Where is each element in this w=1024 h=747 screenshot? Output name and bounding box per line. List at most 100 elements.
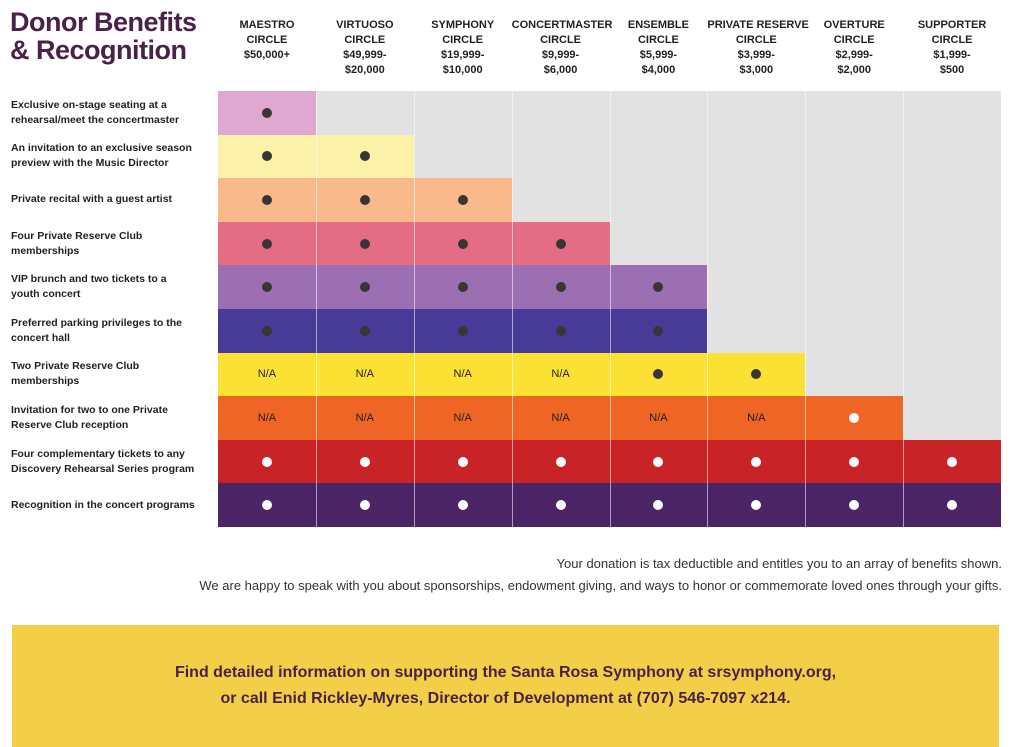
- title-line-2: & Recognition: [10, 35, 187, 65]
- tier-header: PRIVATE RESERVE CIRCLE $3,999- $3,000: [707, 18, 808, 86]
- benefit-cell: N/A: [707, 396, 806, 440]
- benefit-cell: [218, 178, 316, 222]
- benefit-cell: [413, 439, 512, 484]
- tier-name2: CIRCLE: [540, 34, 582, 46]
- tier-range1: $3,999-: [737, 49, 775, 61]
- bullet-dot-icon: [555, 456, 566, 467]
- bullet-dot-icon: [359, 194, 370, 205]
- tier-name2: CIRCLE: [735, 34, 777, 46]
- benefit-cell: N/A: [218, 396, 316, 440]
- benefit-cell: [413, 483, 512, 527]
- tier-range1: $9,999-: [541, 49, 580, 61]
- not-applicable-text: N/A: [453, 411, 472, 424]
- bullet-dot-icon: [849, 500, 860, 511]
- benefit-cell: [315, 309, 414, 353]
- benefit-label-line1: Recognition in the concert programs: [11, 498, 195, 511]
- tier-range1: $19,999-: [440, 49, 485, 61]
- not-applicable-text: N/A: [257, 368, 277, 381]
- not-applicable-text: N/A: [453, 368, 472, 381]
- bullet-dot-icon: [261, 456, 272, 467]
- benefit-cell: [511, 439, 610, 484]
- tier-name2: CIRCLE: [442, 34, 484, 46]
- benefit-cell: N/A: [609, 396, 708, 440]
- benefit-cell: [315, 265, 414, 309]
- bullet-dot-icon: [261, 238, 272, 249]
- benefit-cell: N/A: [218, 352, 316, 397]
- benefit-cell: [315, 483, 414, 527]
- benefit-cell: [903, 439, 1001, 484]
- tier-header: CONCERTMASTER CIRCLE $9,999- $6,000: [512, 18, 613, 86]
- benefit-cell: [413, 265, 512, 309]
- bullet-dot-icon: [359, 500, 370, 511]
- tier-range2: $20,000: [344, 64, 385, 76]
- tier-header: MAESTRO CIRCLE $50,000+: [218, 18, 316, 86]
- benefit-labels: Exclusive on-stage seating at a rehearsal…: [11, 91, 211, 527]
- benefit-label-line1: Four complementary tickets to any: [11, 447, 185, 460]
- benefit-label-line1: VIP brunch and two tickets to a: [11, 273, 167, 286]
- bullet-dot-icon: [653, 325, 664, 336]
- bullet-dot-icon: [653, 500, 664, 511]
- tier-name2: CIRCLE: [833, 34, 875, 46]
- benefit-cell: [609, 483, 708, 527]
- benefit-label: VIP brunch and two tickets to a youth con…: [11, 265, 211, 309]
- benefit-label-line1: Two Private Reserve Club: [11, 360, 140, 373]
- benefit-label-line2: memberships: [11, 375, 80, 388]
- column-divider: [511, 91, 513, 527]
- tier-name2: CIRCLE: [931, 34, 973, 46]
- not-applicable-text: N/A: [551, 368, 570, 381]
- benefit-label: An invitation to an exclusive season prev…: [11, 135, 211, 179]
- benefit-cell: [707, 439, 806, 484]
- tier-header: OVERTURE CIRCLE $2,999- $2,000: [805, 18, 903, 86]
- tier-name1: MAESTRO: [239, 19, 295, 31]
- tier-range2: $4,000: [641, 64, 676, 76]
- contact-banner: Find detailed information on supporting …: [12, 625, 999, 747]
- benefit-cell: [511, 483, 610, 527]
- bullet-dot-icon: [751, 369, 762, 380]
- bullet-dot-icon: [555, 500, 566, 511]
- bullet-dot-icon: [653, 282, 664, 293]
- benefit-label-line2: preview with the Music Director: [11, 157, 169, 170]
- benefit-label-line2: youth concert: [11, 288, 81, 301]
- benefit-cell: N/A: [511, 352, 610, 397]
- not-applicable-text: N/A: [551, 411, 570, 424]
- benefit-label-line1: Private recital with a guest artist: [11, 193, 173, 206]
- not-applicable-text: N/A: [355, 411, 374, 424]
- bullet-dot-icon: [359, 456, 370, 467]
- page-title: Donor Benefits & Recognition: [10, 8, 197, 64]
- tier-range1: $5,999-: [639, 49, 678, 61]
- tier-range2: $2,000: [837, 64, 872, 76]
- benefit-label-line1: Invitation for two to one Private: [11, 403, 168, 416]
- benefit-label-line2: Discovery Rehearsal Series program: [11, 462, 195, 475]
- benefit-cell: [707, 483, 806, 527]
- bullet-dot-icon: [555, 282, 566, 293]
- column-divider: [413, 91, 415, 527]
- benefit-cell: [413, 178, 512, 222]
- tier-range2: $3,000: [739, 64, 774, 76]
- column-divider: [903, 91, 905, 527]
- banner-line-1: Find detailed information on supporting …: [174, 664, 837, 681]
- benefit-cell: [609, 352, 708, 397]
- benefit-cell: [511, 265, 610, 309]
- benefit-cell: [413, 309, 512, 353]
- tier-name1: OVERTURE: [823, 19, 885, 31]
- benefit-cell: N/A: [315, 352, 414, 397]
- bullet-dot-icon: [359, 151, 370, 162]
- benefit-cell: N/A: [413, 396, 512, 440]
- benefit-cell: [805, 483, 904, 527]
- tier-header: ENSEMBLE CIRCLE $5,999- $4,000: [610, 18, 708, 86]
- benefit-cell: [315, 134, 414, 179]
- benefit-cell: [903, 483, 1001, 527]
- benefit-cell: [707, 352, 806, 397]
- benefit-cell: [511, 309, 610, 353]
- benefit-cell: [609, 265, 708, 309]
- tier-range1: $2,999-: [835, 49, 873, 61]
- tier-name1: ENSEMBLE: [627, 19, 689, 31]
- title-line-1: Donor Benefits: [10, 7, 197, 37]
- bullet-dot-icon: [359, 282, 370, 293]
- bullet-dot-icon: [457, 282, 468, 293]
- benefit-cell: [511, 221, 610, 266]
- column-divider: [315, 91, 317, 527]
- column-divider: [609, 91, 611, 527]
- tier-name1: VIRTUOSO: [336, 19, 394, 31]
- benefit-cell: [218, 483, 316, 527]
